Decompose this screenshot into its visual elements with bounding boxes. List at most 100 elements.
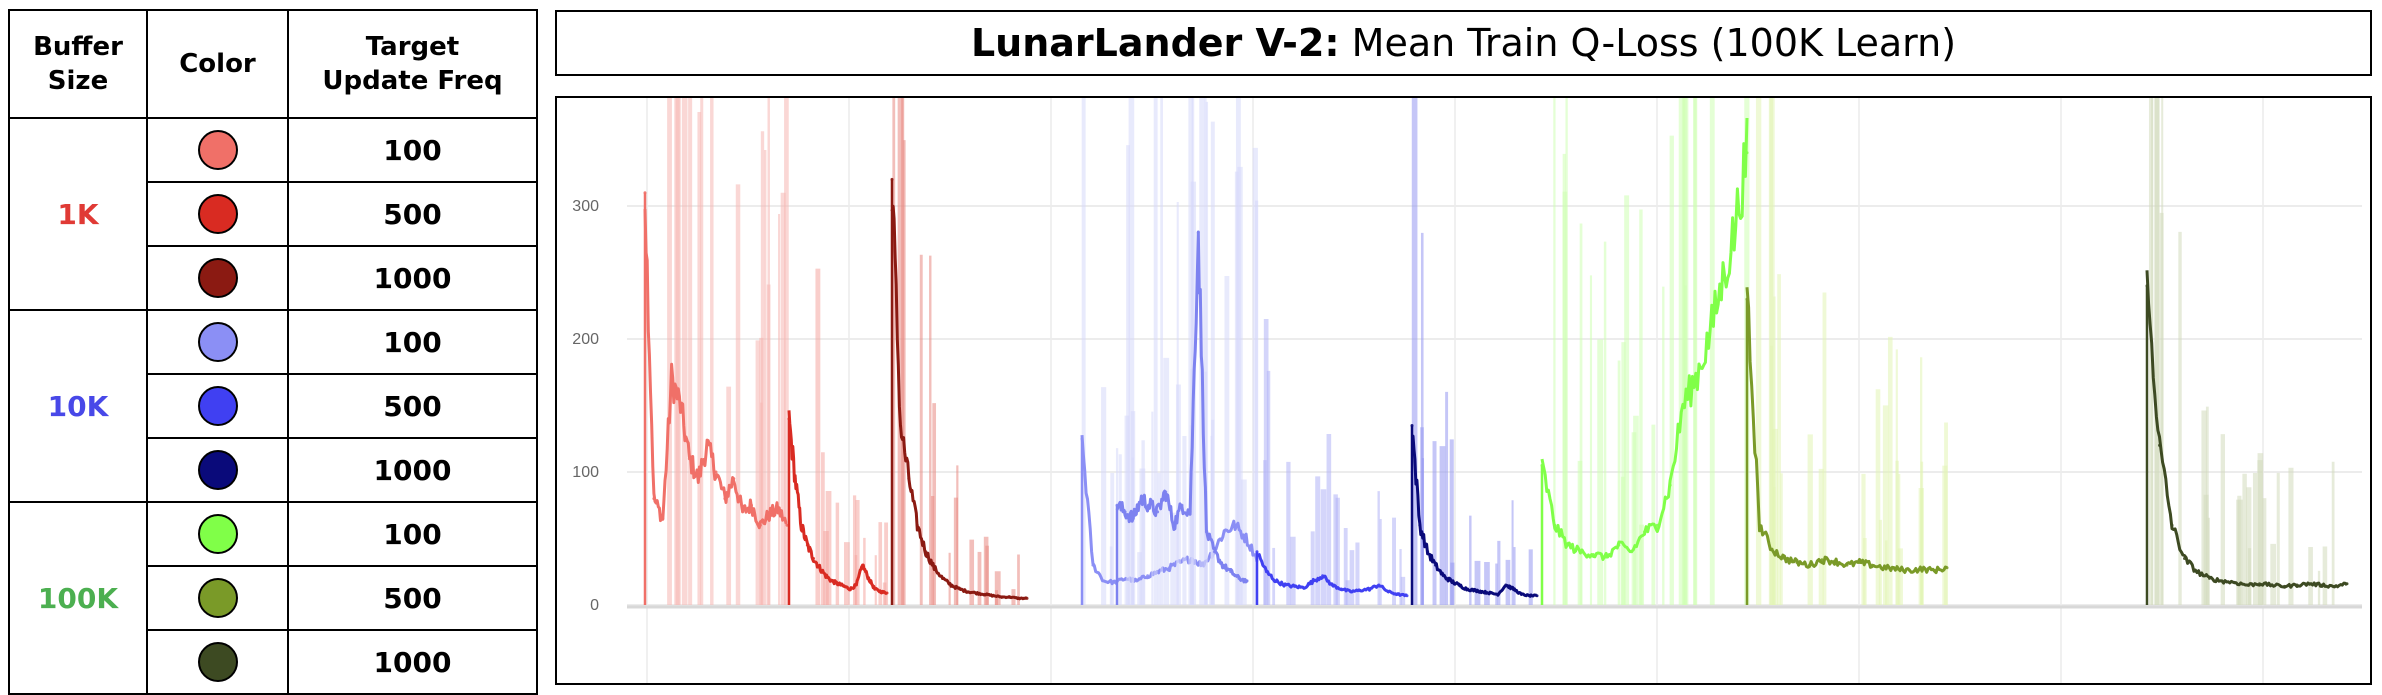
- series-line: [1745, 287, 1948, 575]
- data-point: [1883, 566, 1886, 570]
- data-point: [1808, 563, 1811, 567]
- data-point: [805, 543, 809, 547]
- data-point: [1707, 337, 1711, 341]
- buffer-size-cell: 10K: [8, 309, 148, 503]
- data-point: [1630, 550, 1634, 554]
- data-point: [1566, 543, 1570, 547]
- data-point: [723, 497, 727, 501]
- legend-row: 500: [9, 373, 538, 439]
- data-point: [1540, 463, 1544, 467]
- color-swatch: [197, 642, 238, 682]
- data-point: [1668, 483, 1672, 487]
- legend-row: 500: [9, 181, 538, 247]
- data-point: [2183, 556, 2186, 560]
- data-point: [1820, 558, 1824, 562]
- data-point: [1245, 579, 1249, 583]
- legend-row: 1000: [9, 629, 538, 695]
- data-point: [1221, 563, 1225, 567]
- data-point: [2320, 583, 2324, 587]
- color-swatch: [197, 450, 238, 490]
- data-point: [1321, 574, 1325, 578]
- series-line: [643, 209, 788, 530]
- data-point: [1025, 596, 1029, 600]
- data-point: [890, 177, 894, 181]
- data-point: [1188, 510, 1192, 514]
- data-point: [1237, 576, 1241, 580]
- data-point: [915, 523, 919, 527]
- data-point: [750, 503, 753, 507]
- data-point: [974, 591, 978, 595]
- data-point: [1135, 579, 1139, 583]
- data-point: [1480, 590, 1484, 594]
- data-point: [1870, 563, 1874, 567]
- color-swatch-cell: [146, 501, 289, 567]
- data-point: [1933, 568, 1936, 572]
- legend-row: 10K 100: [8, 309, 538, 503]
- data-point: [1244, 537, 1248, 540]
- target-update-freq-cell: 100: [287, 117, 538, 183]
- color-swatch-cell: [146, 629, 289, 695]
- target-update-freq-cell: 1000: [287, 629, 538, 695]
- data-point: [1845, 563, 1849, 567]
- data-point: [1358, 588, 1362, 592]
- legend-row: 1000: [9, 245, 538, 311]
- data-point: [1527, 594, 1531, 598]
- y-tick-label: 0: [590, 597, 599, 614]
- data-point: [2158, 443, 2161, 447]
- data-point: [867, 576, 871, 580]
- y-tick-label: 300: [572, 198, 599, 215]
- data-point: [2345, 582, 2349, 586]
- data-point: [1196, 231, 1200, 235]
- data-point: [2333, 584, 2336, 588]
- color-swatch: [197, 578, 238, 618]
- data-point: [767, 513, 771, 517]
- data-point: [793, 477, 797, 481]
- data-point: [1496, 592, 1500, 596]
- data-point: [1156, 510, 1160, 514]
- color-swatch-cell: [146, 245, 289, 311]
- buffer-size-cell: 1K: [8, 117, 148, 311]
- data-point: [1553, 523, 1557, 527]
- data-point: [2308, 582, 2311, 586]
- data-point: [991, 594, 995, 598]
- data-point: [949, 583, 953, 587]
- data-point: [1617, 543, 1621, 547]
- data-point: [873, 587, 877, 591]
- chart-title-rest: Mean Train Q-Loss (100K Learn): [1339, 21, 1957, 65]
- data-point: [1643, 530, 1646, 534]
- data-point: [1745, 297, 1749, 301]
- data-point: [1410, 423, 1414, 427]
- color-swatch: [197, 386, 238, 426]
- data-point: [1895, 567, 1899, 571]
- data-point: [758, 523, 762, 527]
- data-point: [2170, 523, 2174, 527]
- data-point: [1449, 579, 1453, 583]
- data-point: [1283, 583, 1287, 587]
- data-point: [1396, 592, 1400, 596]
- data-point: [983, 592, 987, 596]
- data-point: [2233, 580, 2236, 584]
- data-point: [732, 477, 736, 481]
- data-point: [799, 523, 803, 527]
- color-swatch-cell: [146, 309, 289, 375]
- data-point: [2145, 284, 2149, 288]
- data-point: [1080, 437, 1084, 441]
- data-point: [2195, 570, 2199, 574]
- data-point: [1146, 574, 1150, 578]
- data-point: [2283, 584, 2286, 588]
- data-point: [1745, 151, 1749, 155]
- data-point: [687, 457, 691, 461]
- data-point: [1302, 586, 1306, 590]
- color-swatch-cell: [146, 117, 289, 183]
- data-point: [1339, 587, 1343, 591]
- color-swatch: [197, 322, 238, 362]
- data-point: [966, 590, 970, 594]
- chart-plot: 0 100 200 300: [572, 98, 2362, 683]
- data-point: [1441, 574, 1445, 578]
- data-point: [1833, 559, 1836, 563]
- color-swatch: [197, 514, 238, 554]
- data-point: [661, 517, 665, 521]
- data-point: [2258, 582, 2261, 586]
- data-point: [2220, 579, 2224, 583]
- chart-title-bold: LunarLander V-2:: [970, 21, 1340, 65]
